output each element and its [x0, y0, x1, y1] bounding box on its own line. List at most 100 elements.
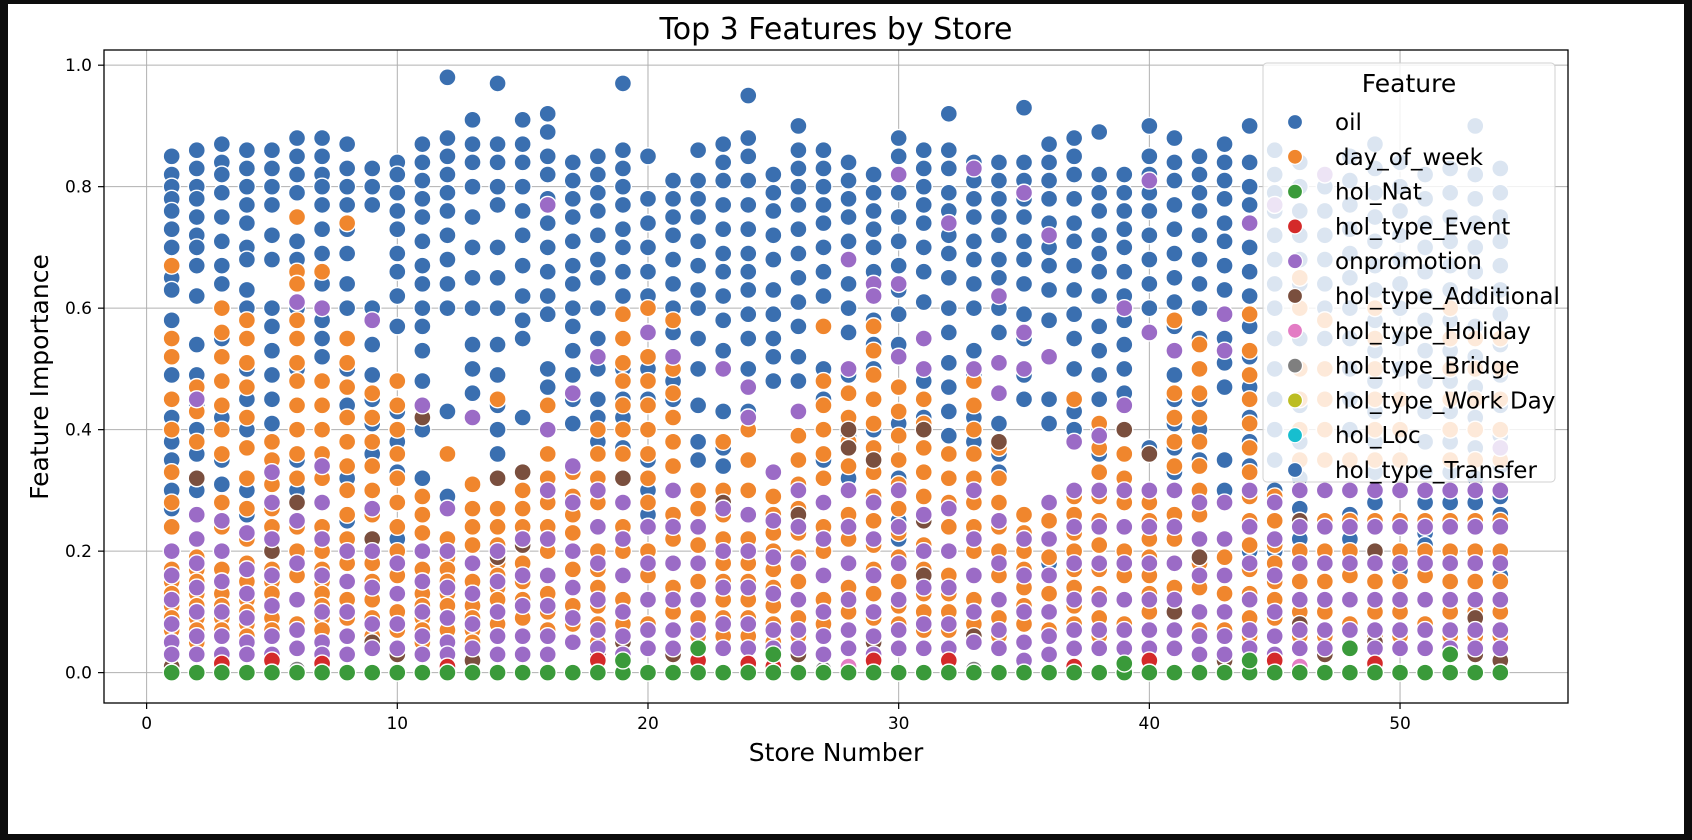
legend-label: oil	[1335, 110, 1362, 136]
point-oil	[563, 298, 582, 318]
point-oil	[237, 195, 257, 215]
point-oil	[839, 189, 858, 209]
point-oil	[363, 195, 382, 215]
point-day-of-week	[839, 384, 858, 403]
legend-label: hol_type_Additional	[1335, 284, 1560, 310]
point-day-of-week	[814, 396, 833, 415]
point-onpromotion	[363, 499, 382, 518]
point-onpromotion	[413, 602, 432, 622]
point-day-of-week	[287, 469, 307, 488]
point-day-of-week	[914, 462, 933, 482]
y-tick-label: 1.0	[65, 56, 92, 76]
point-onpromotion	[413, 645, 432, 664]
point-oil	[939, 353, 959, 373]
point-onpromotion	[713, 359, 733, 379]
point-oil	[162, 280, 181, 300]
point-hol-nat	[463, 663, 482, 682]
point-day-of-week	[463, 517, 482, 537]
point-onpromotion	[287, 554, 307, 573]
point-oil	[688, 207, 708, 227]
point-day-of-week	[789, 426, 808, 445]
point-oil	[187, 141, 206, 160]
point-oil	[463, 298, 482, 318]
point-oil	[613, 141, 633, 160]
point-onpromotion	[363, 541, 382, 561]
point-day-of-week	[212, 444, 232, 464]
point-oil	[1215, 134, 1234, 154]
point-onpromotion	[864, 602, 883, 622]
point-oil	[538, 213, 557, 233]
point-oil	[713, 286, 733, 306]
point-oil	[839, 171, 858, 190]
point-onpromotion	[739, 541, 758, 561]
legend-item: hol_type_Transfer	[1286, 458, 1537, 484]
point-oil	[388, 201, 407, 221]
point-onpromotion	[789, 590, 808, 609]
point-day-of-week	[162, 493, 181, 512]
point-onpromotion	[488, 541, 507, 561]
point-onpromotion	[1190, 493, 1209, 512]
point-oil	[764, 250, 783, 269]
point-onpromotion	[162, 614, 181, 634]
point-oil	[864, 201, 883, 221]
point-onpromotion	[713, 578, 733, 597]
point-oil	[1215, 153, 1234, 172]
point-onpromotion	[688, 554, 708, 573]
point-onpromotion	[713, 639, 733, 658]
point-oil	[1190, 250, 1209, 269]
point-oil	[789, 347, 808, 366]
point-onpromotion	[187, 505, 206, 524]
point-onpromotion	[1140, 323, 1159, 342]
point-onpromotion	[262, 462, 282, 482]
point-day-of-week	[212, 396, 232, 415]
point-onpromotion	[312, 456, 332, 476]
point-oil	[237, 141, 257, 160]
point-onpromotion	[1140, 554, 1159, 573]
point-day-of-week	[864, 414, 883, 433]
point-onpromotion	[438, 541, 457, 561]
point-oil	[187, 159, 206, 178]
point-oil	[1190, 298, 1209, 318]
point-oil	[413, 207, 432, 227]
legend-item: hol_type_Bridge	[1286, 354, 1519, 380]
point-day-of-week	[638, 444, 658, 464]
point-oil	[413, 256, 432, 275]
point-oil	[513, 153, 532, 172]
point-oil	[488, 153, 507, 172]
point-oil	[1165, 268, 1184, 287]
point-oil	[739, 195, 758, 215]
point-oil	[964, 189, 984, 209]
point-onpromotion	[488, 572, 507, 591]
point-oil	[413, 341, 432, 360]
point-onpromotion	[1064, 481, 1084, 500]
point-oil	[613, 195, 633, 215]
point-hol-nat	[713, 663, 733, 682]
legend-label: hol_Nat	[1335, 180, 1422, 206]
point-oil	[688, 171, 708, 190]
point-oil	[1215, 377, 1234, 397]
point-onpromotion	[1039, 602, 1059, 622]
legend-box	[1262, 62, 1556, 483]
point-day-of-week	[1315, 572, 1335, 591]
point-oil	[989, 189, 1009, 209]
point-oil	[964, 274, 984, 294]
point-day-of-week	[814, 317, 833, 336]
point-hol-nat	[388, 663, 407, 682]
point-day-of-week	[638, 469, 658, 488]
point-day-of-week	[864, 511, 883, 530]
point-onpromotion	[839, 554, 858, 573]
scatter-chart: 0 10 20 30 40 50 0.0 0.2 0.4 0.6 0.8 1.0 Top 3 Fea…	[25, 12, 1569, 767]
point-day-of-week	[1240, 305, 1259, 324]
point-onpromotion	[1240, 517, 1259, 537]
point-oil	[688, 232, 708, 251]
point-day-of-week	[162, 329, 181, 348]
point-oil	[1165, 171, 1184, 190]
point-oil	[488, 335, 507, 354]
point-hol-nat	[363, 663, 382, 682]
point-onpromotion	[538, 529, 557, 549]
point-onpromotion	[1064, 432, 1084, 451]
point-hol-type-additional	[187, 469, 206, 488]
point-oil	[312, 347, 332, 366]
point-onpromotion	[588, 590, 608, 609]
point-onpromotion	[814, 566, 833, 585]
